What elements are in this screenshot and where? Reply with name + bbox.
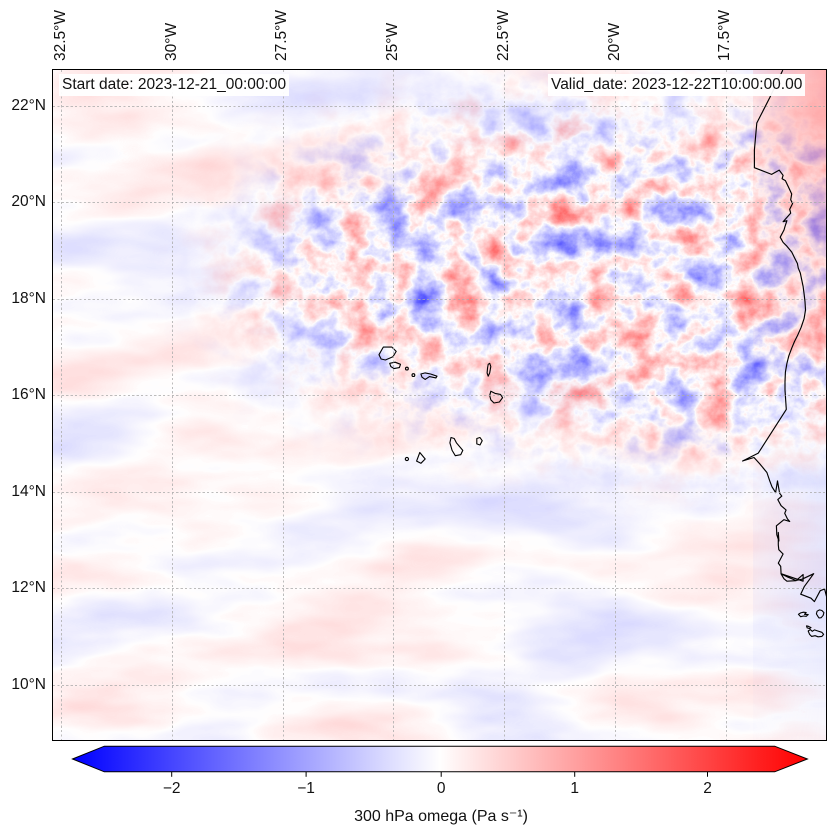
svg-text:0: 0	[437, 780, 446, 797]
svg-text:2: 2	[703, 780, 712, 797]
svg-text:300 hPa omega (Pa s⁻¹): 300 hPa omega (Pa s⁻¹)	[354, 808, 528, 825]
svg-text:−1: −1	[297, 780, 315, 797]
svg-text:1: 1	[570, 780, 579, 797]
svg-text:−2: −2	[163, 780, 181, 797]
